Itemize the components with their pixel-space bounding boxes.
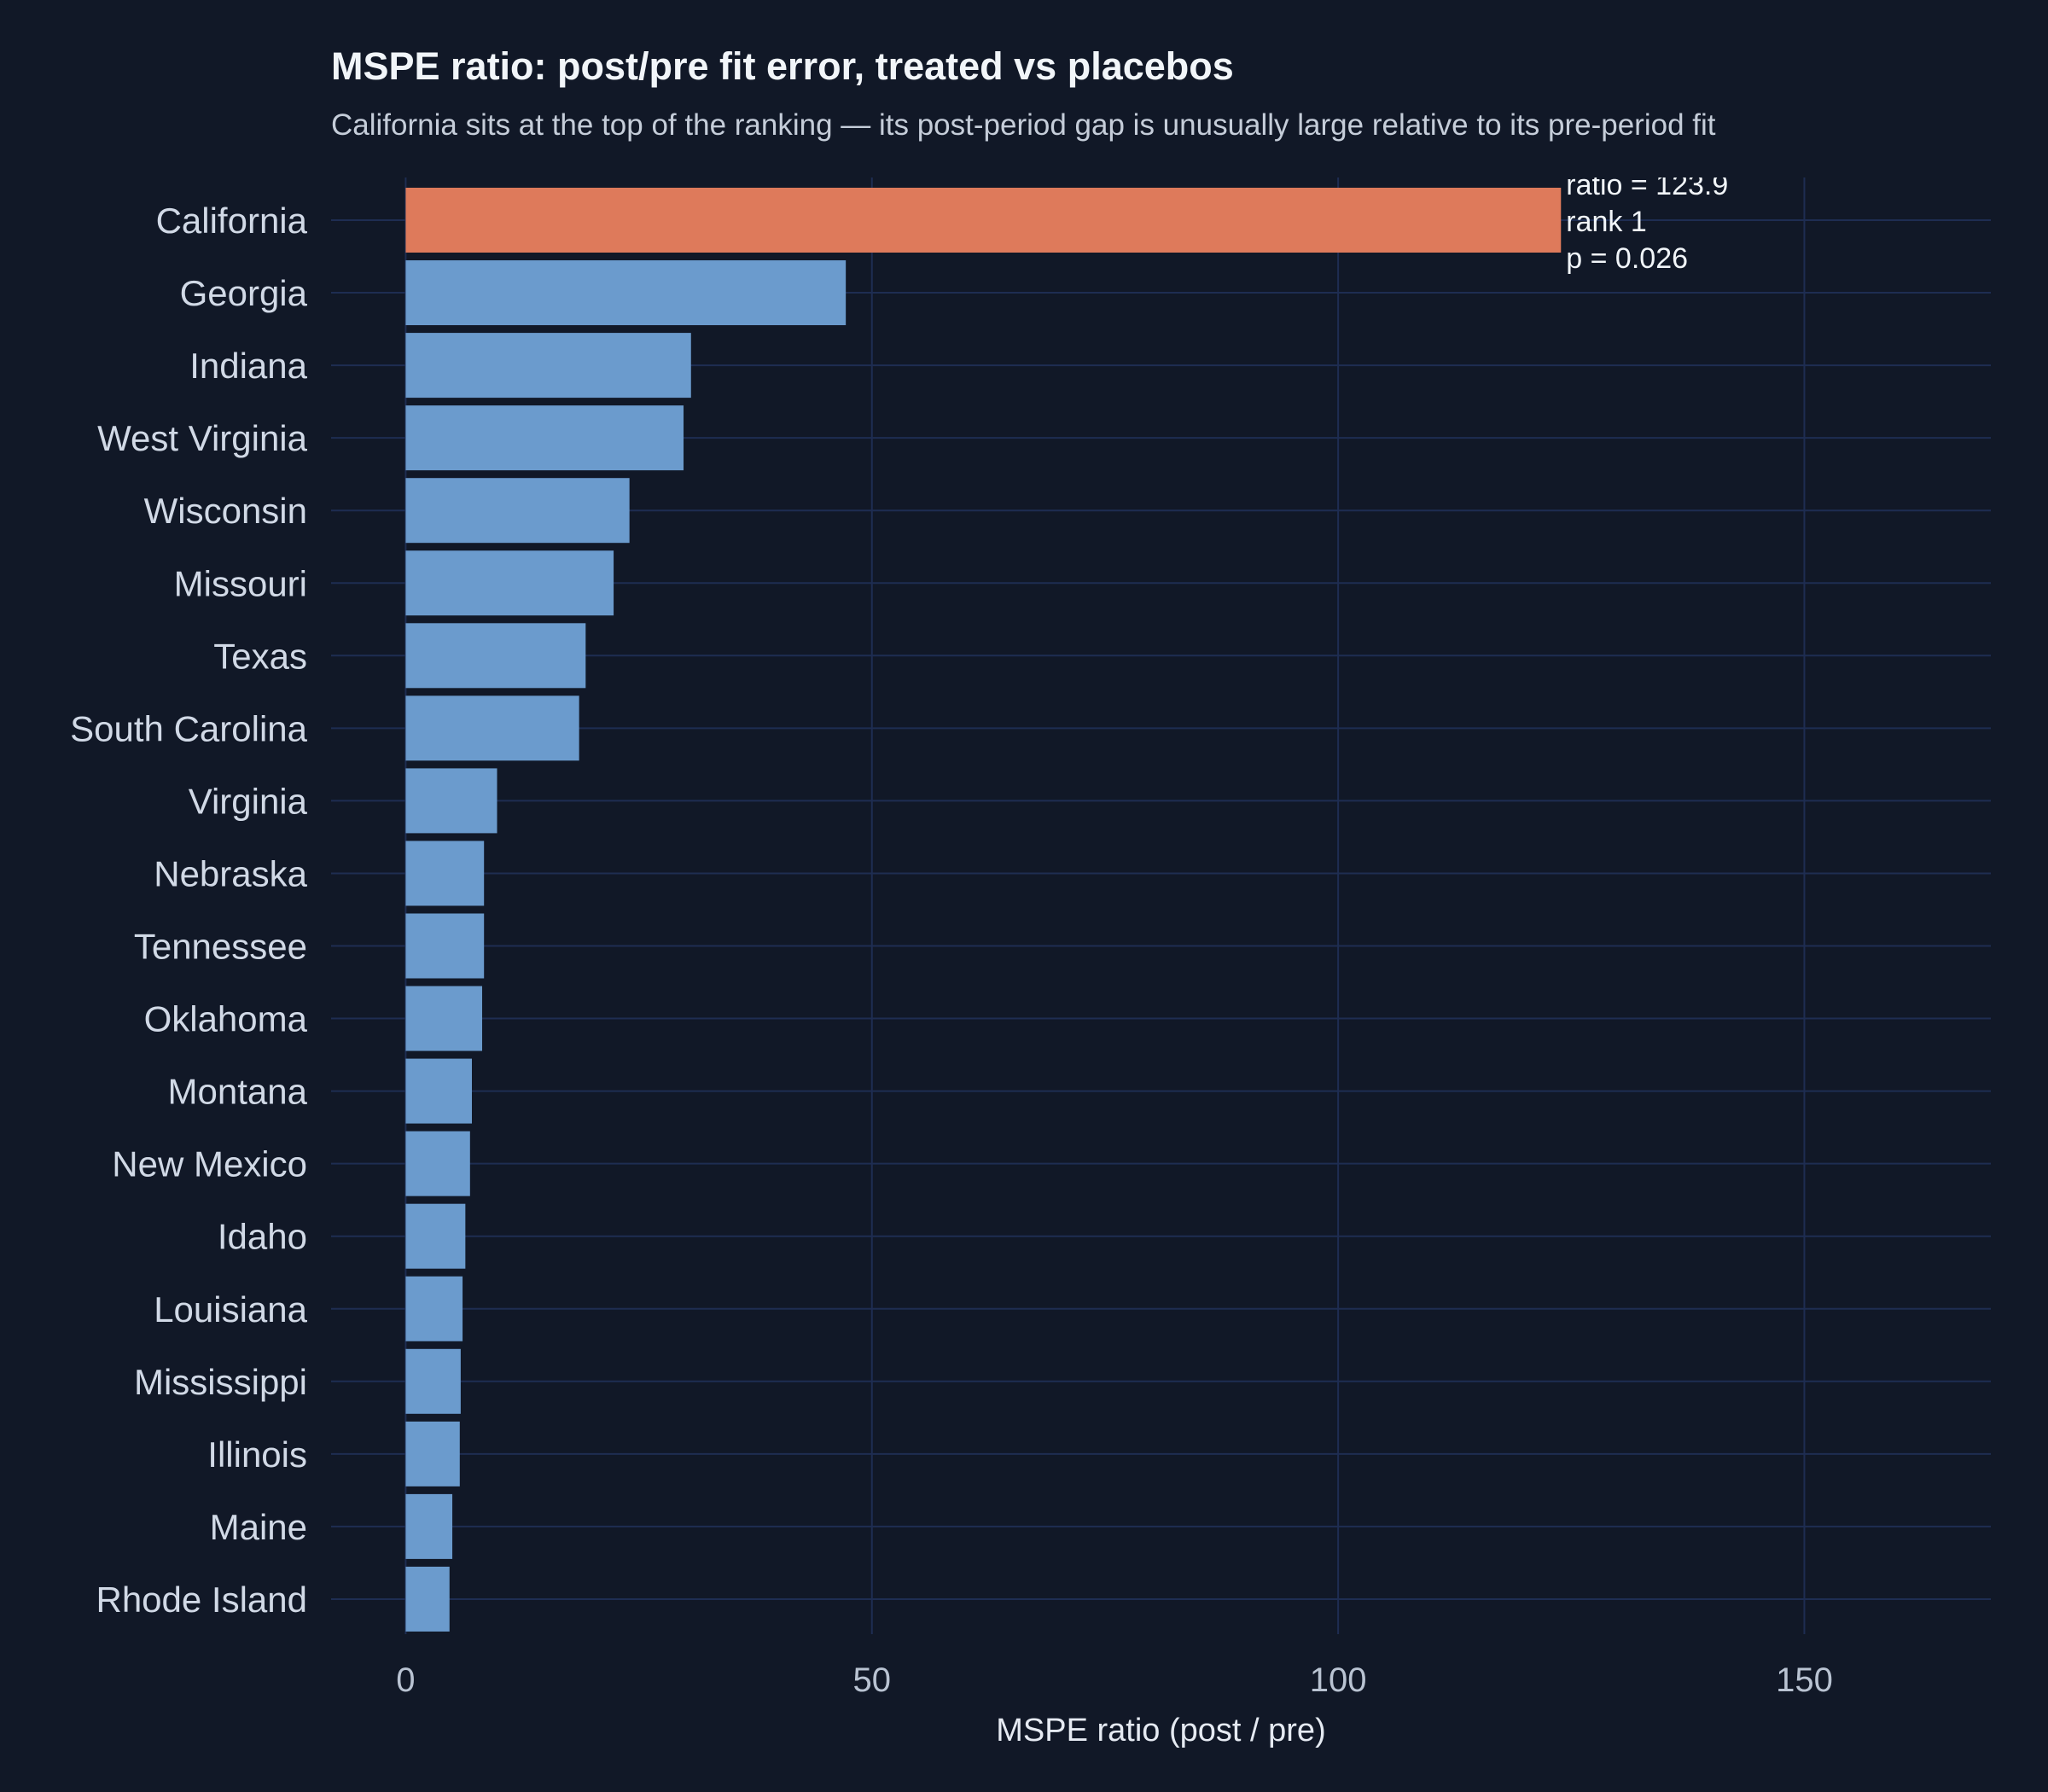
category-label: Mississippi (134, 1362, 307, 1402)
category-label: Rhode Island (96, 1580, 307, 1620)
chart-subtitle: California sits at the top of the rankin… (331, 108, 1716, 142)
category-label: Georgia (180, 273, 308, 313)
category-label: Indiana (189, 346, 307, 386)
x-axis-title: MSPE ratio (post / pre) (996, 1713, 1325, 1748)
bar-illinois (405, 1421, 460, 1487)
annotation-line: p = 0.026 (1566, 242, 1688, 275)
bar-missouri (405, 550, 614, 616)
category-label: South Carolina (70, 708, 307, 748)
bar-tennessee (405, 913, 485, 979)
bar-new-mexico (405, 1131, 470, 1196)
bar-maine (405, 1493, 453, 1559)
x-tick-label: 100 (1310, 1661, 1367, 1699)
category-label: Maine (210, 1507, 307, 1547)
category-label: Illinois (207, 1434, 307, 1475)
x-tick-label: 50 (853, 1661, 892, 1699)
category-label: Tennessee (134, 927, 307, 967)
bar-indiana (405, 333, 691, 399)
x-tick-label: 0 (396, 1661, 415, 1699)
x-tick-label: 150 (1776, 1661, 1833, 1699)
bar-south-carolina (405, 695, 579, 761)
chart-title: MSPE ratio: post/pre fit error, treated … (331, 44, 1234, 88)
category-label: Idaho (218, 1217, 307, 1257)
category-label: New Mexico (112, 1144, 307, 1184)
annotation-line: ratio = 123.9 (1566, 169, 1728, 201)
bar-oklahoma (405, 986, 483, 1051)
category-label: Missouri (174, 563, 307, 603)
bar-virginia (405, 768, 497, 834)
bar-wisconsin (405, 478, 630, 544)
category-label: California (156, 201, 308, 241)
category-label: Virginia (189, 781, 308, 821)
annotation-line: rank 1 (1566, 206, 1647, 238)
bar-rhode-island (405, 1566, 450, 1632)
category-label: West Virginia (97, 418, 308, 458)
category-label: Louisiana (154, 1289, 307, 1329)
bar-california (405, 188, 1562, 253)
bar-idaho (405, 1203, 466, 1269)
bar-nebraska (405, 841, 485, 906)
category-label: Texas (213, 636, 307, 676)
bar-texas (405, 623, 586, 689)
bar-montana (405, 1058, 472, 1124)
bar-louisiana (405, 1276, 463, 1341)
category-label: Oklahoma (144, 999, 308, 1039)
category-label: Wisconsin (144, 491, 307, 531)
bar-west-virginia (405, 405, 684, 471)
category-label: Montana (168, 1072, 308, 1112)
bar-georgia (405, 260, 847, 326)
bar-mississippi (405, 1348, 461, 1414)
category-label: Nebraska (154, 853, 307, 893)
